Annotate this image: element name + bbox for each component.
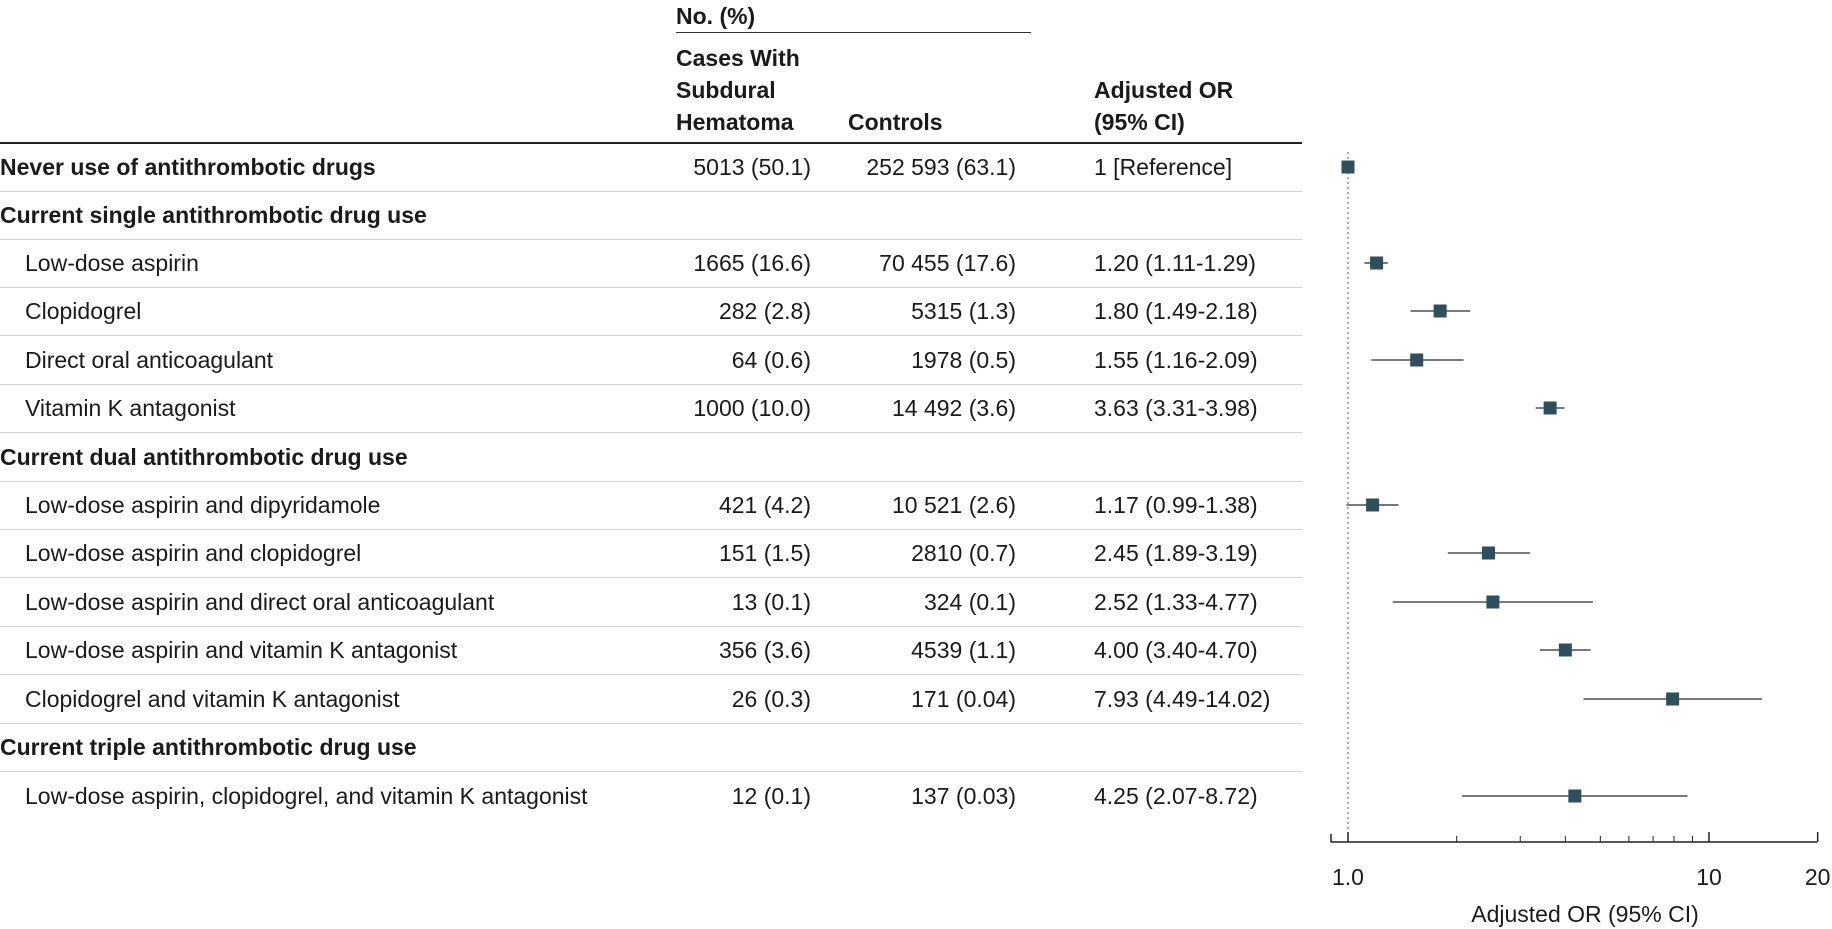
row-separator [0,191,1302,192]
row-label: Current dual antithrombotic drug use [0,444,408,470]
controls-value: 2810 (0.7) [911,540,1016,566]
row-separator [0,335,1302,336]
row-separator [0,626,1302,627]
or-value: 7.93 (4.49-14.02) [1094,686,1271,712]
row-separator [0,432,1302,433]
row-label: Low-dose aspirin and dipyridamole [25,492,381,518]
x-axis-label: Adjusted OR (95% CI) [1471,901,1699,927]
row-label: Low-dose aspirin, clopidogrel, and vitam… [25,783,588,809]
controls-value: 137 (0.03) [911,783,1016,809]
or-value: 4.00 (3.40-4.70) [1094,637,1258,663]
row-label: Clopidogrel and vitamin K antagonist [25,686,400,712]
group-header-rule [676,32,1031,33]
or-value: 2.45 (1.89-3.19) [1094,540,1258,566]
header-or-line-2: (95% CI) [1094,109,1185,135]
or-value: 1.17 (0.99-1.38) [1094,492,1258,518]
group-header-no-pct: No. (%) [676,3,756,29]
or-marker [1341,160,1355,174]
or-marker [1366,498,1380,512]
cases-value: 5013 (50.1) [693,154,811,180]
header-or-line-1: Adjusted OR [1094,77,1234,103]
row-separator [0,577,1302,578]
tick-label: 1.0 [1332,864,1364,890]
controls-value: 171 (0.04) [911,686,1016,712]
row-label: Current triple antithrombotic drug use [0,734,417,760]
row-label: Vitamin K antagonist [25,395,236,421]
row-label: Low-dose aspirin and clopidogrel [25,540,362,566]
cases-value: 13 (0.1) [731,589,811,615]
controls-value: 70 455 (17.6) [879,250,1016,276]
or-marker [1666,692,1680,706]
header-cases-line-1: Cases With [676,45,800,71]
controls-value: 14 492 (3.6) [891,395,1016,421]
row-separator [0,723,1302,724]
controls-value: 10 521 (2.6) [891,492,1016,518]
cases-value: 26 (0.3) [731,686,811,712]
cases-value: 12 (0.1) [731,783,811,809]
or-marker [1433,304,1447,318]
cases-value: 151 (1.5) [718,540,811,566]
header-bottom-rule [0,142,1302,144]
row-separator [0,239,1302,240]
cases-value: 64 (0.6) [731,347,811,373]
row-separator [0,481,1302,482]
cases-value: 1665 (16.6) [693,250,811,276]
or-marker [1481,546,1495,560]
row-label: Direct oral anticoagulant [25,347,274,373]
cases-value: 421 (4.2) [718,492,811,518]
row-label: Low-dose aspirin [25,250,199,276]
cases-value: 282 (2.8) [718,298,811,324]
row-label: Current single antithrombotic drug use [0,202,427,228]
or-marker [1370,256,1384,270]
or-value: 2.52 (1.33-4.77) [1094,589,1258,615]
or-marker [1410,353,1424,367]
row-separator [0,287,1302,288]
controls-value: 324 (0.1) [923,589,1016,615]
or-marker [1568,789,1582,803]
or-value: 1.55 (1.16-2.09) [1094,347,1258,373]
row-label: Clopidogrel [25,298,142,324]
header-cases-line-3: Hematoma [676,109,794,135]
or-marker [1486,595,1500,609]
cases-value: 356 (3.6) [718,637,811,663]
row-label: Never use of antithrombotic drugs [0,154,376,180]
or-value: 1.80 (1.49-2.18) [1094,298,1258,324]
or-value: 4.25 (2.07-8.72) [1094,783,1258,809]
cases-value: 1000 (10.0) [693,395,811,421]
row-separator [0,771,1302,772]
header-cases-line-2: Subdural [676,77,776,103]
or-marker [1543,401,1557,415]
or-value: 1.20 (1.11-1.29) [1094,250,1256,276]
row-separator [0,384,1302,385]
row-label: Low-dose aspirin and direct oral anticoa… [25,589,495,615]
or-marker [1558,643,1572,657]
controls-value: 4539 (1.1) [911,637,1016,663]
row-separator [0,674,1302,675]
controls-value: 252 593 (63.1) [866,154,1016,180]
or-value: 3.63 (3.31-3.98) [1094,395,1258,421]
row-label: Low-dose aspirin and vitamin K antagonis… [25,637,458,663]
controls-value: 1978 (0.5) [911,347,1016,373]
or-value: 1 [Reference] [1094,154,1233,180]
controls-value: 5315 (1.3) [911,298,1016,324]
tick-label: 20 [1805,864,1831,890]
header-controls: Controls [848,109,943,135]
tick-label: 10 [1696,864,1722,890]
row-separator [0,529,1302,530]
